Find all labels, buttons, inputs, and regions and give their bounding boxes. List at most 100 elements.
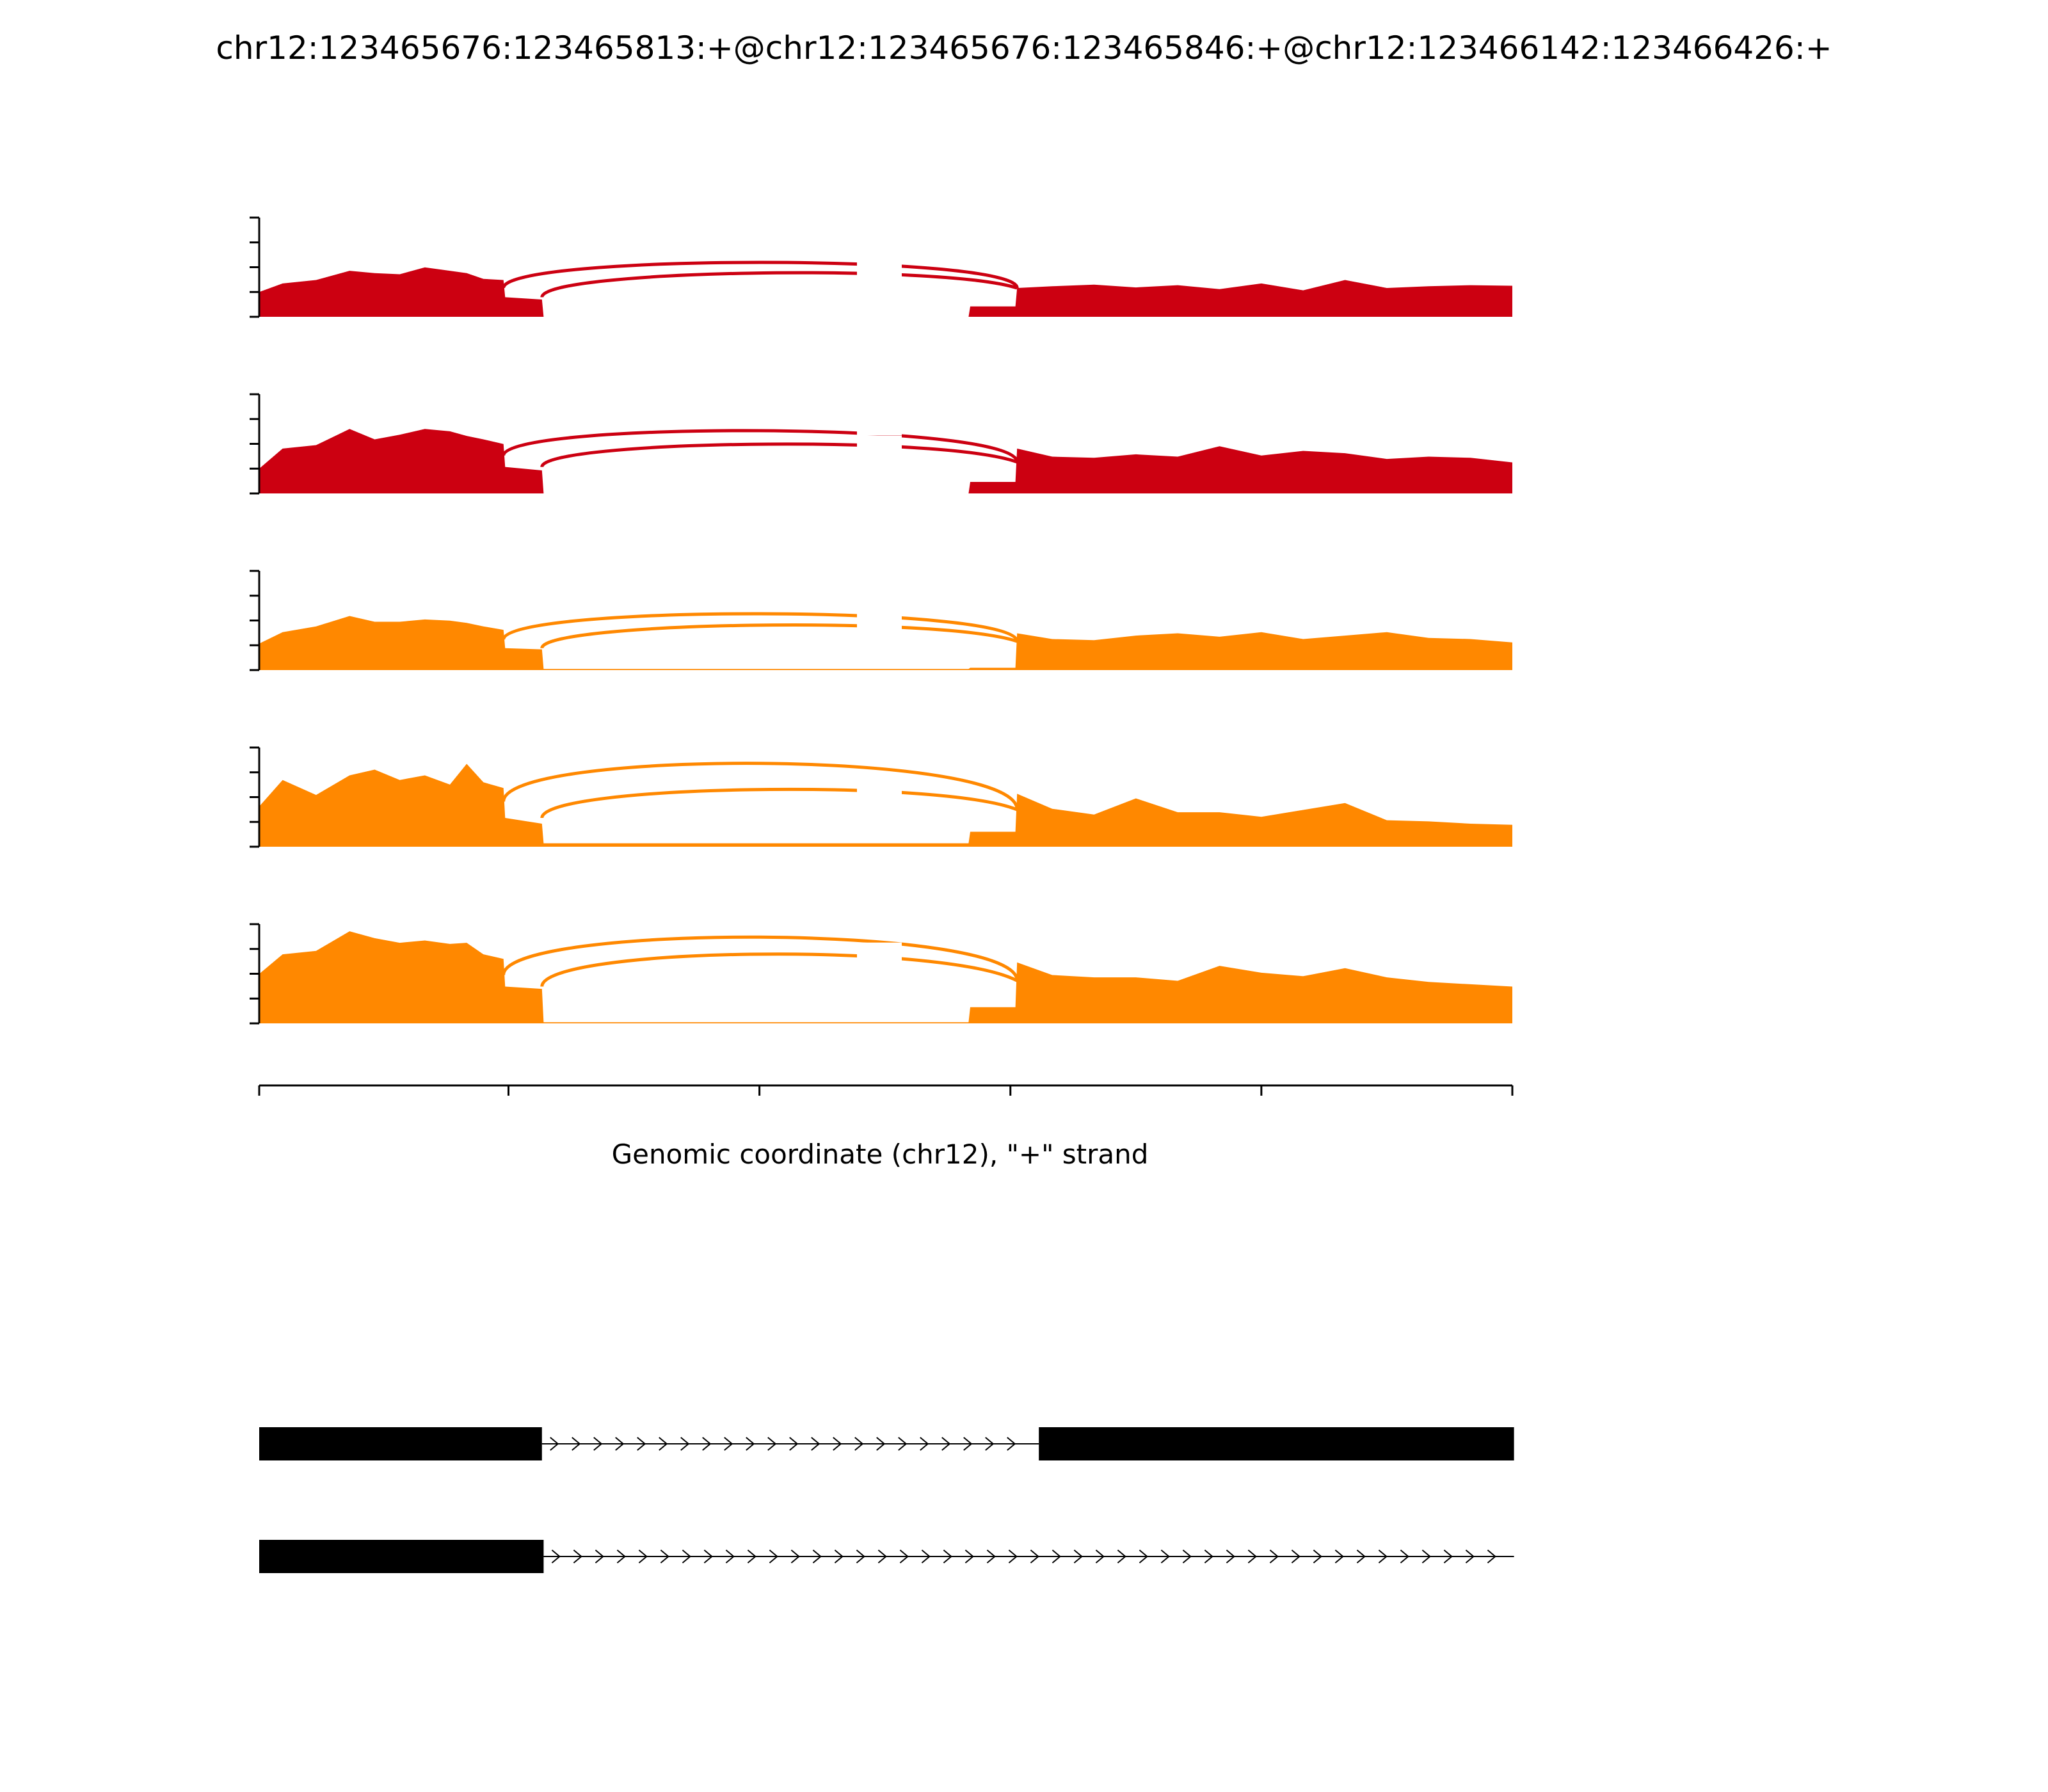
strand-arrow: [1269, 1549, 1279, 1564]
strand-arrow: [833, 1437, 842, 1451]
exon-block: [1039, 1427, 1514, 1460]
strand-arrow: [769, 1549, 778, 1564]
coverage-area: [259, 429, 1512, 493]
strand-arrow: [724, 1437, 733, 1451]
strand-arrow: [615, 1437, 625, 1451]
strand-arrow: [573, 1549, 582, 1564]
figure-title: chr12:123465676:123465813:+@chr12:123465…: [216, 29, 1832, 67]
strand-arrow: [790, 1549, 800, 1564]
strand-arrow: [811, 1437, 820, 1451]
exon-block: [259, 1427, 542, 1460]
strand-arrow: [551, 1549, 561, 1564]
gene-models: [259, 1427, 1514, 1573]
strand-arrow: [682, 1549, 691, 1564]
strand-arrow: [593, 1437, 603, 1451]
strand-arrow: [680, 1437, 690, 1451]
strand-arrow: [834, 1549, 844, 1564]
strand-arrow: [1443, 1549, 1453, 1564]
strand-arrow: [637, 1437, 646, 1451]
coverage-tracks: [250, 216, 1512, 1025]
strand-arrow: [854, 1437, 864, 1451]
strand-arrow: [1334, 1549, 1344, 1564]
junction-label-bg: [857, 600, 902, 620]
strand-arrow: [660, 1549, 669, 1564]
junction-label-bg: [857, 616, 902, 636]
strand-arrow: [767, 1437, 777, 1451]
strand-arrow: [1378, 1549, 1388, 1564]
strand-arrow: [659, 1437, 668, 1451]
strand-arrow: [1095, 1549, 1105, 1564]
strand-arrow: [1421, 1549, 1431, 1564]
strand-arrow: [856, 1549, 865, 1564]
coverage-area: [259, 764, 1512, 847]
junction-label-bg: [857, 416, 902, 436]
strand-arrow: [1007, 1437, 1016, 1451]
strand-arrow: [746, 1437, 755, 1451]
junction-arc-inclusion: [502, 935, 1019, 981]
gene-model-1: [259, 1427, 1514, 1460]
coverage-area: [259, 931, 1512, 1023]
strand-arrow: [1247, 1549, 1257, 1564]
strand-arrow: [898, 1437, 908, 1451]
strand-arrow: [986, 1549, 996, 1564]
junction-arc-skipping: [540, 271, 1018, 298]
strand-arrow: [1487, 1549, 1496, 1564]
strand-arrow: [595, 1549, 604, 1564]
strand-arrow: [985, 1437, 995, 1451]
track-2: [250, 393, 1512, 495]
strand-arrow: [1052, 1549, 1061, 1564]
strand-arrow: [747, 1549, 756, 1564]
strand-arrow: [550, 1437, 559, 1451]
junction-label-bg: [857, 435, 902, 455]
x-axis-label: Genomic coordinate (chr12), "+" strand: [612, 1139, 1149, 1170]
strand-arrow: [1291, 1549, 1300, 1564]
gene-model-2: [259, 1540, 1514, 1573]
strand-arrow: [703, 1549, 713, 1564]
junction-arc-skipping: [540, 787, 1018, 819]
strand-arrow: [1313, 1549, 1322, 1564]
strand-arrow: [1160, 1549, 1170, 1564]
track-1: [250, 216, 1512, 318]
junction-arc-skipping: [540, 952, 1018, 988]
strand-arrow: [1139, 1549, 1148, 1564]
junction-arc-skipping: [540, 623, 1018, 649]
junction-label-bg: [857, 942, 902, 962]
track-5: [250, 918, 1512, 1025]
junction-arc-inclusion: [502, 612, 1019, 642]
strand-arrow: [702, 1437, 712, 1451]
strand-arrow: [964, 1549, 974, 1564]
strand-arrow: [1400, 1549, 1409, 1564]
strand-arrow: [1465, 1549, 1475, 1564]
x-axis: Genomic coordinate (chr12), "+" strand: [258, 1084, 1514, 1170]
strand-arrow: [899, 1549, 909, 1564]
strand-arrow: [1117, 1549, 1126, 1564]
strand-arrow: [943, 1549, 952, 1564]
strand-arrow: [876, 1437, 886, 1451]
junction-arc-inclusion: [502, 260, 1019, 289]
strand-arrow: [1073, 1549, 1083, 1564]
strand-arrow: [941, 1437, 951, 1451]
strand-arrow: [963, 1437, 973, 1451]
strand-arrow: [572, 1437, 581, 1451]
junction-label-bg: [857, 264, 902, 284]
strand-arrow: [1356, 1549, 1366, 1564]
strand-arrow: [920, 1437, 929, 1451]
strand-arrow: [921, 1549, 931, 1564]
coverage-area: [259, 616, 1512, 670]
strand-arrow: [877, 1549, 887, 1564]
junction-label-bg: [857, 780, 902, 799]
junction-arc-inclusion: [502, 762, 1019, 810]
junction-arc-skipping: [540, 442, 1018, 468]
junction-label-bg: [857, 918, 902, 938]
junction-arc-inclusion: [502, 429, 1019, 463]
strand-arrow: [812, 1549, 822, 1564]
coverage-area: [259, 267, 1512, 317]
track-3: [250, 570, 1512, 671]
strand-arrow: [1182, 1549, 1192, 1564]
strand-arrow: [1008, 1549, 1018, 1564]
strand-arrow: [616, 1549, 626, 1564]
strand-arrow: [638, 1549, 648, 1564]
junction-label-bg: [857, 744, 902, 764]
strand-arrow: [1204, 1549, 1213, 1564]
